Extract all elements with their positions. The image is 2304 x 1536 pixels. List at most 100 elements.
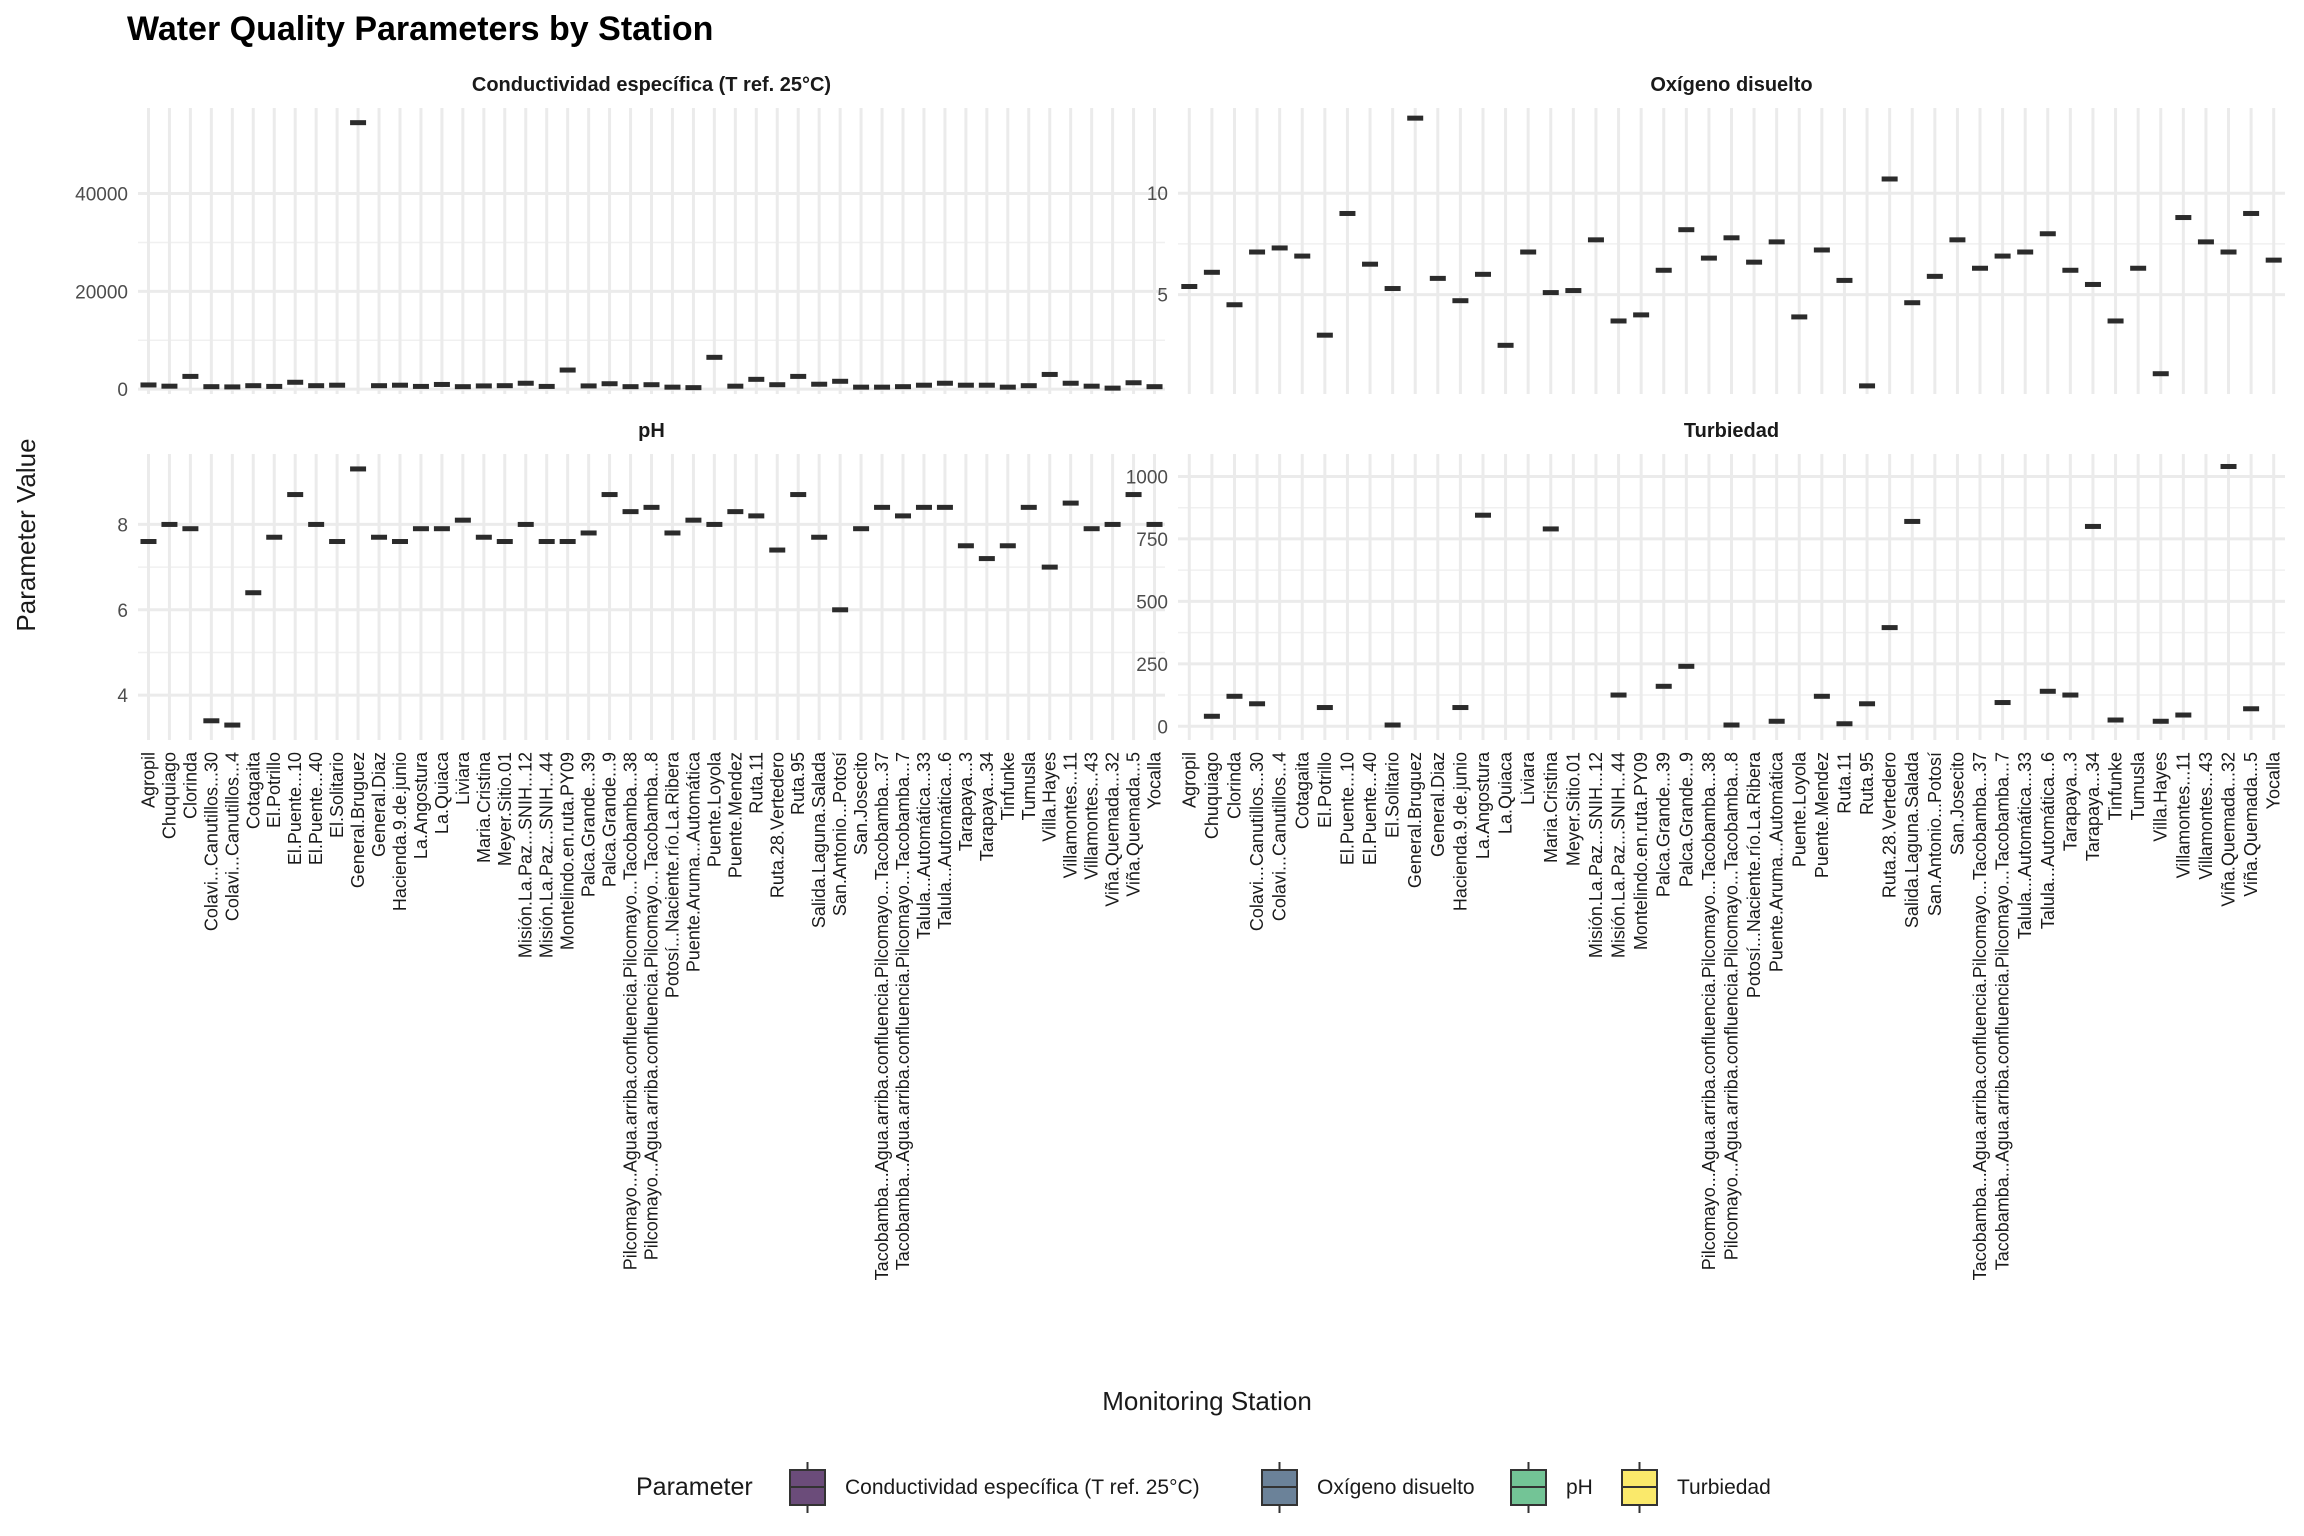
box-median — [1125, 380, 1142, 386]
box-median — [2152, 718, 2169, 724]
box-median — [412, 526, 429, 532]
box-median — [1542, 290, 1559, 296]
x-tick-label: Salida.Laguna.Salada — [1902, 751, 1922, 928]
box-median — [308, 521, 325, 527]
box-median — [2107, 717, 2124, 723]
x-tick-label: Viña.Quemada...5 — [2241, 752, 2261, 897]
box-median — [1926, 273, 1943, 279]
box-median — [475, 383, 492, 389]
x-tick-label: Hacienda.9.de.junio — [390, 752, 410, 911]
x-tick-label: Agropil — [138, 752, 158, 808]
panel-title: Oxígeno disuelto — [1650, 74, 1812, 96]
x-tick-label: Cotagaita — [1292, 751, 1312, 829]
x-tick-label: El.Puente...10 — [285, 752, 305, 865]
box-median — [559, 539, 576, 545]
box-median — [2017, 249, 2034, 255]
box-median — [224, 384, 241, 390]
box-median — [1181, 283, 1198, 289]
box-median — [182, 526, 199, 532]
x-tick-label: Ruta.95 — [1857, 752, 1877, 815]
box-median — [1226, 693, 1243, 699]
legend-label: Turbiedad — [1677, 1476, 1771, 1499]
box-median — [140, 382, 157, 388]
box-median — [559, 367, 576, 373]
box-median — [1859, 383, 1876, 389]
box-median — [308, 383, 325, 389]
box-median — [832, 607, 849, 613]
box-median — [999, 384, 1016, 390]
x-tick-label: Hacienda.9.de.junio — [1450, 752, 1470, 911]
box-median — [2265, 257, 2282, 263]
box-median — [748, 376, 765, 382]
x-tick-label: Viña.Quemada...32 — [1103, 752, 1123, 907]
box-median — [853, 526, 870, 532]
y-tick-label: 1000 — [1126, 467, 1168, 488]
x-tick-label: El.Puente...10 — [1337, 752, 1357, 865]
box-median — [350, 120, 367, 126]
x-tick-label: El.Potrillo — [1315, 752, 1335, 828]
box-median — [2084, 523, 2101, 529]
panel-title: Conductividad específica (T ref. 25°C) — [472, 74, 831, 96]
box-median — [1203, 269, 1220, 275]
box-median — [957, 382, 974, 388]
box-median — [874, 384, 891, 390]
x-tick-label: Tarapaya...3 — [956, 752, 976, 851]
x-tick-label: San.Antonio...Potosí — [830, 752, 850, 916]
box-median — [1678, 663, 1695, 669]
box-median — [1836, 721, 1853, 727]
x-tick-label: El.Solitario — [327, 752, 347, 838]
box-median — [790, 373, 807, 379]
box-median — [1700, 255, 1717, 261]
y-tick-label: 40000 — [75, 185, 128, 206]
box-median — [2175, 712, 2192, 718]
x-tick-label: La.Angostura — [411, 751, 431, 859]
box-median — [496, 539, 513, 545]
box-median — [140, 539, 157, 545]
x-tick-label: Talula...Automática...6 — [935, 752, 955, 929]
box-median — [287, 492, 304, 498]
x-tick-label: Ruta.28.Vertedero — [1880, 752, 1900, 898]
box-median — [1316, 705, 1333, 711]
x-tick-label: Puente.Aruma...Automática — [1767, 751, 1787, 972]
x-tick-label: Tarapaya...34 — [977, 752, 997, 861]
x-tick-label: Tarapaya...3 — [2060, 752, 2080, 851]
box-median — [769, 547, 786, 553]
box-median — [1020, 504, 1037, 510]
box-median — [1610, 692, 1627, 698]
legend-title: Parameter — [636, 1473, 753, 1501]
x-tick-label: Meyer.Sitio.01 — [495, 752, 515, 866]
box-median — [1294, 253, 1311, 259]
box-median — [1610, 318, 1627, 324]
box-median — [266, 383, 283, 389]
x-tick-label: Tinfunke — [2106, 752, 2126, 820]
y-tick-label: 6 — [117, 601, 128, 622]
x-tick-label: Liviara — [453, 751, 473, 805]
x-tick-label: Tacobamba...Agua.arriba.confluencia.Pilc… — [893, 752, 913, 1270]
box-median — [1407, 115, 1424, 121]
box-median — [957, 543, 974, 549]
facet-panels: 0 20000 40000 Conductividad específica (T r… — [75, 74, 2285, 1280]
box-median — [538, 383, 555, 389]
x-tick-label: Pilcomayo...Agua.arriba.confluencia.Pilc… — [1722, 752, 1742, 1260]
x-tick-label: Potosí...Naciente.río.La.Ribera — [662, 751, 682, 998]
x-tick-label: San.Antonio...Potosí — [1925, 752, 1945, 916]
x-axis-title: Monitoring Station — [1102, 1386, 1312, 1416]
box-median — [978, 556, 995, 562]
box-median — [1429, 275, 1446, 281]
x-tick-label: Puente.Mendez — [725, 752, 745, 878]
x-tick-label: Tacobamba...Agua.arriba.confluencia.Pilc… — [1970, 752, 1990, 1280]
x-tick-label: Villamontes...11 — [2173, 752, 2193, 878]
x-tick-label: Pilcomayo...Agua.arriba.confluencia.Pilc… — [621, 752, 641, 1270]
box-median — [1813, 693, 1830, 699]
box-median — [1083, 383, 1100, 389]
box-median — [769, 382, 786, 388]
box-median — [224, 722, 241, 728]
y-axis-title: Parameter Value — [11, 438, 41, 631]
box-median — [1836, 277, 1853, 283]
x-tick-label: Puente.Mendez — [1812, 752, 1832, 878]
box-median — [1768, 718, 1785, 724]
box-median — [245, 383, 262, 389]
x-tick-label: Tinfunke — [998, 752, 1018, 820]
box-median — [2243, 706, 2260, 712]
